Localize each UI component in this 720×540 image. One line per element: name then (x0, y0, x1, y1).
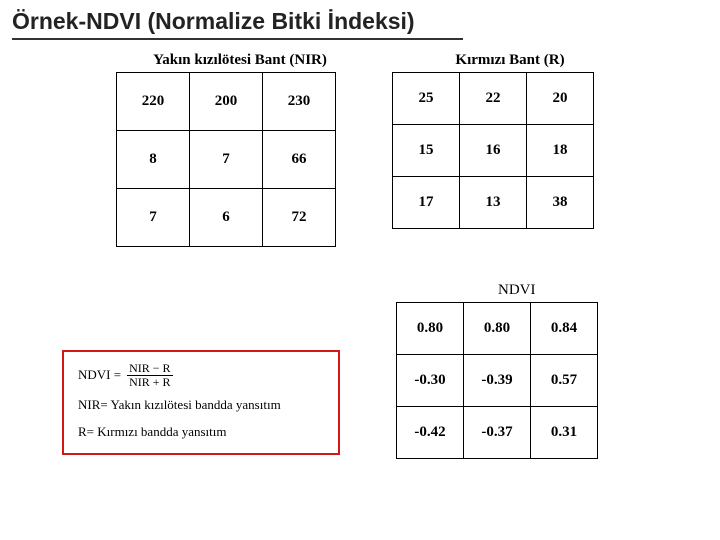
table-row: 0.80 0.80 0.84 (397, 303, 598, 355)
table-row: -0.42 -0.37 0.31 (397, 407, 598, 459)
title-wrap: Örnek-NDVI (Normalize Bitki İndeksi) (12, 8, 463, 40)
red-cell: 18 (527, 125, 594, 177)
ndvi-cell: 0.31 (531, 407, 598, 459)
nir-cell: 220 (117, 73, 190, 131)
ndvi-formula: NDVI = NIR − R NIR + R (78, 362, 324, 389)
nir-cell: 7 (190, 131, 263, 189)
ndvi-cell: -0.30 (397, 355, 464, 407)
formula-denominator: NIR + R (127, 376, 172, 389)
table-row: 25 22 20 (393, 73, 594, 125)
nir-cell: 6 (190, 189, 263, 247)
nir-cell: 66 (263, 131, 336, 189)
table-row: -0.30 -0.39 0.57 (397, 355, 598, 407)
nir-cell: 8 (117, 131, 190, 189)
ndvi-cell: 0.80 (397, 303, 464, 355)
ndvi-cell: 0.84 (531, 303, 598, 355)
table-row: 8 7 66 (117, 131, 336, 189)
formula-fraction: NIR − R NIR + R (127, 362, 172, 389)
ndvi-cell: -0.37 (464, 407, 531, 459)
ndvi-cell: 0.80 (464, 303, 531, 355)
red-grid: 25 22 20 15 16 18 17 13 38 (392, 72, 594, 229)
red-band-label: Kırmızı Bant (R) (420, 52, 600, 69)
table-row: 17 13 38 (393, 177, 594, 229)
table-row: 15 16 18 (393, 125, 594, 177)
formula-box: NDVI = NIR − R NIR + R NIR= Yakın kızılö… (62, 350, 340, 455)
ndvi-cell: -0.39 (464, 355, 531, 407)
table-row: 220 200 230 (117, 73, 336, 131)
ndvi-cell: -0.42 (397, 407, 464, 459)
nir-band-label: Yakın kızılötesi Bant (NIR) (130, 52, 350, 69)
formula-def-r: R= Kırmızı bandda yansıtım (78, 422, 324, 443)
red-cell: 38 (527, 177, 594, 229)
formula-lhs: NDVI = (78, 365, 121, 386)
red-cell: 16 (460, 125, 527, 177)
nir-cell: 230 (263, 73, 336, 131)
formula-def-nir: NIR= Yakın kızılötesi bandda yansıtım (78, 395, 324, 416)
red-cell: 17 (393, 177, 460, 229)
formula-numerator: NIR − R (127, 362, 172, 376)
red-cell: 15 (393, 125, 460, 177)
ndvi-grid: 0.80 0.80 0.84 -0.30 -0.39 0.57 -0.42 -0… (396, 302, 598, 459)
red-cell: 22 (460, 73, 527, 125)
red-cell: 13 (460, 177, 527, 229)
red-cell: 25 (393, 73, 460, 125)
ndvi-label: NDVI (498, 282, 536, 299)
nir-cell: 7 (117, 189, 190, 247)
red-cell: 20 (527, 73, 594, 125)
page-title: Örnek-NDVI (Normalize Bitki İndeksi) (12, 8, 463, 40)
nir-grid: 220 200 230 8 7 66 7 6 72 (116, 72, 336, 247)
table-row: 7 6 72 (117, 189, 336, 247)
nir-cell: 72 (263, 189, 336, 247)
ndvi-cell: 0.57 (531, 355, 598, 407)
nir-cell: 200 (190, 73, 263, 131)
